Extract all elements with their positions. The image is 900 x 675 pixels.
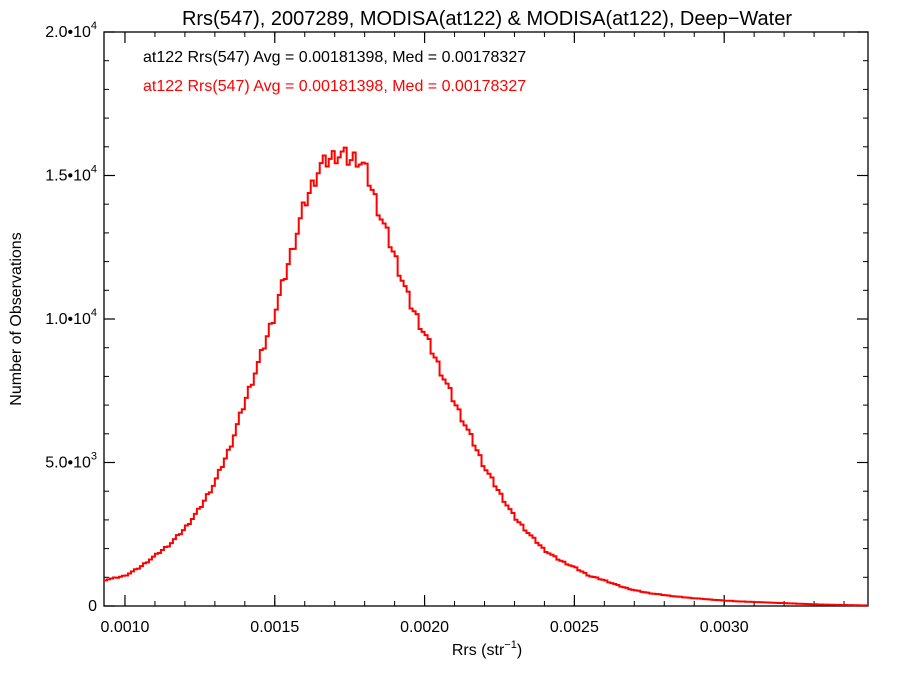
y-tick-label: 1.5•104 [45,164,97,185]
series-layer [104,146,868,607]
chart-title: Rrs(547), 2007289, MODISA(at122) & MODIS… [182,8,792,30]
x-tick-label: 0.0025 [550,619,599,636]
x-tick-label: 0.0030 [700,619,749,636]
x-axis-label: Rrs (str−1) [452,639,522,659]
y-axis-label: Number of Observations [8,232,25,405]
y-tick-label: 2.0•104 [45,20,97,41]
y-axis-ticks: 0 5.0•103 1.0•104 1.5•104 2.0•104 [45,20,868,615]
x-tick-label: 0.0015 [250,619,299,636]
y-tick-label: 1.0•104 [45,307,97,328]
x-tick-label: 0.0010 [101,619,150,636]
series-0-histogram [104,146,868,607]
annotation-2: at122 Rrs(547) Avg = 0.00181398, Med = 0… [143,78,526,95]
y-tick-label: 0 [88,598,97,615]
x-axis-ticks: 0.0010 0.0015 0.0020 0.0025 0.0030 [101,32,845,636]
y-tick-label: 5.0•103 [45,451,97,472]
plot-frame [103,31,869,607]
annotations: at122 Rrs(547) Avg = 0.00181398, Med = 0… [143,49,526,95]
annotation-1: at122 Rrs(547) Avg = 0.00181398, Med = 0… [143,49,526,66]
x-tick-label: 0.0020 [400,619,449,636]
